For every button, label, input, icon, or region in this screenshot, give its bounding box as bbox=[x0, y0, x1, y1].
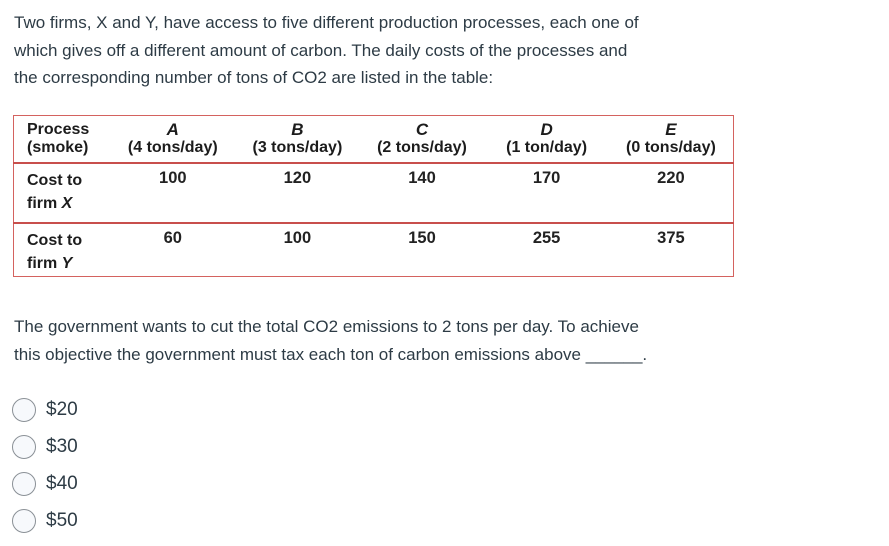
row-label-line2: firm X bbox=[27, 194, 73, 212]
question-intro-line: the corresponding number of tons of CO2 … bbox=[14, 68, 494, 87]
process-rate: (2 tons/day) bbox=[377, 139, 467, 156]
cost-y-e: 375 bbox=[657, 228, 685, 247]
process-rate: (0 tons/day) bbox=[626, 139, 716, 156]
radio-option-50[interactable]: $50 bbox=[12, 509, 78, 533]
table-row-firm-x: Cost to firm X 100 120 140 170 220 bbox=[13, 163, 734, 223]
costs-table-wrap: Process (smoke) A (4 tons/day) B (3 tons… bbox=[13, 115, 734, 277]
question-intro-line: Two firms, X and Y, have access to five … bbox=[14, 13, 639, 32]
process-letter: C bbox=[415, 120, 429, 139]
question-prompt: The government wants to cut the total CO… bbox=[14, 313, 647, 368]
row-label-firm-y: Cost to firm Y bbox=[14, 223, 111, 277]
table-row-firm-y: Cost to firm Y 60 100 150 255 375 bbox=[14, 223, 734, 277]
cost-x-d: 170 bbox=[532, 168, 561, 187]
row-label-line1: Cost to bbox=[27, 231, 83, 249]
question-intro-line: which gives off a different amount of ca… bbox=[14, 40, 628, 60]
option-label[interactable]: $30 bbox=[46, 436, 78, 457]
radio-option-30[interactable]: $30 bbox=[12, 435, 78, 459]
question-intro: Two firms, X and Y, have access to five … bbox=[14, 9, 639, 92]
cost-y-a: 60 bbox=[163, 228, 182, 247]
option-label[interactable]: $50 bbox=[46, 510, 78, 531]
column-header-c: C (2 tons/day) bbox=[360, 116, 485, 163]
process-rate: (4 tons/day) bbox=[127, 139, 218, 156]
radio-button-icon[interactable] bbox=[12, 509, 36, 533]
column-header-a: A (4 tons/day) bbox=[111, 116, 236, 163]
cost-y-c: 150 bbox=[408, 228, 436, 247]
firm-letter: Y bbox=[61, 254, 73, 272]
cost-x-e: 220 bbox=[657, 168, 685, 187]
process-rate: (1 ton/day) bbox=[506, 139, 588, 156]
column-header-b: B (3 tons/day) bbox=[235, 116, 360, 163]
cost-x-c: 140 bbox=[408, 168, 436, 187]
cost-x-b: 120 bbox=[283, 168, 312, 187]
question-prompt-line: this objective the government must tax e… bbox=[14, 344, 648, 364]
cost-x-a: 100 bbox=[159, 168, 187, 187]
radio-button-icon[interactable] bbox=[12, 435, 36, 459]
row-label-line1: Cost to bbox=[27, 171, 83, 189]
radio-option-20[interactable]: $20 bbox=[12, 398, 78, 422]
table-header-row: Process (smoke) A (4 tons/day) B (3 tons… bbox=[13, 116, 734, 163]
answer-options: $20 $30 $40 $50 bbox=[12, 398, 78, 546]
process-letter: E bbox=[665, 120, 677, 139]
cost-y-d: 255 bbox=[532, 228, 561, 247]
row-label-firm-x: Cost to firm X bbox=[14, 163, 111, 223]
corner-line1: Process bbox=[27, 121, 90, 138]
row-label-line2: firm Y bbox=[27, 254, 73, 272]
column-header-e: E (0 tons/day) bbox=[609, 116, 734, 163]
process-letter: B bbox=[291, 120, 304, 139]
option-label[interactable]: $40 bbox=[46, 473, 78, 494]
table-corner-header: Process (smoke) bbox=[14, 116, 111, 163]
corner-line2: (smoke) bbox=[27, 139, 89, 156]
radio-button-icon[interactable] bbox=[12, 472, 36, 496]
cost-y-b: 100 bbox=[283, 228, 312, 247]
firm-letter: X bbox=[61, 194, 73, 212]
radio-button-icon[interactable] bbox=[12, 398, 36, 422]
process-letter: D bbox=[540, 120, 553, 139]
column-header-d: D (1 ton/day) bbox=[484, 116, 609, 163]
question-prompt-line: The government wants to cut the total CO… bbox=[14, 317, 639, 336]
process-rate: (3 tons/day) bbox=[252, 139, 343, 156]
process-letter: A bbox=[166, 120, 179, 139]
option-label[interactable]: $20 bbox=[46, 399, 78, 420]
costs-table: Process (smoke) A (4 tons/day) B (3 tons… bbox=[13, 115, 734, 277]
radio-option-40[interactable]: $40 bbox=[12, 472, 78, 496]
